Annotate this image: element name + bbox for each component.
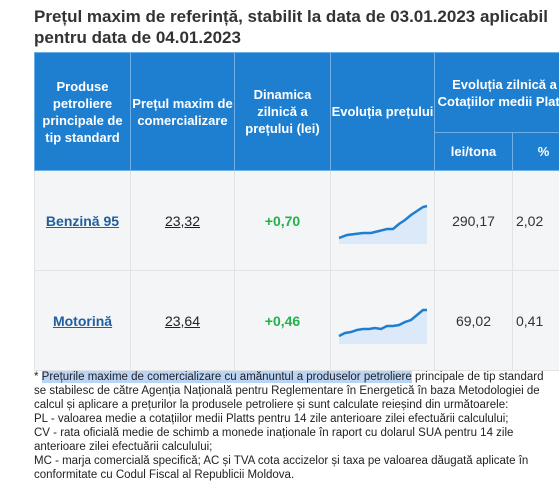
footnote-cv: CV - rata oficială medie de schimb a mon… [34, 427, 514, 453]
platts-lei-tona-value: 69,02 [455, 312, 492, 329]
header-product: Produse petroliere principale de tip sta… [34, 52, 131, 171]
daily-change-value: +0,46 [264, 312, 301, 329]
footnote-pl: PL - valoarea medie a cotațiilor medii P… [34, 413, 509, 425]
table-row: Benzină 95 23,32 +0,70 290,17 2,02 [34, 170, 559, 271]
platts-lei-tona-value: 290,17 [452, 212, 495, 229]
footnote: * Prețurile maxime de comercializare cu … [34, 370, 554, 482]
header-platts: Evoluția zilnică a Cotațiilor medii Plat… [434, 52, 559, 133]
daily-change-value: +0,70 [264, 212, 301, 229]
header-max-price: Prețul maxim de comercializare [130, 52, 235, 171]
product-link-benzina[interactable]: Benzină 95 [45, 212, 120, 229]
header-evolution: Evoluția prețului [330, 52, 435, 171]
platts-percent-value: 2,02 [516, 212, 544, 229]
product-link-motorina[interactable]: Motorină [52, 312, 113, 329]
header-dynamics: Dinamica zilnică a prețului (lei) [234, 52, 331, 171]
page-title: Prețul maxim de referință, stabilit la d… [34, 7, 549, 47]
footnote-highlight: Prețurile maxime de comercializare cu am… [41, 371, 412, 383]
header-percent: % [512, 132, 559, 171]
footnote-mc: MC - marja comercială specifică; AC și T… [34, 455, 529, 481]
table-row: Motorină 23,64 +0,46 69,02 0,41 [34, 270, 559, 371]
price-sparkline-cell [330, 170, 435, 271]
max-price-value[interactable]: 23,32 [164, 212, 201, 229]
line-area-sparkline-icon [338, 204, 427, 244]
footnote-intro: principale de tip standard se stabilesc … [34, 371, 544, 411]
line-area-sparkline-icon [337, 308, 427, 344]
price-sparkline-cell [330, 270, 435, 371]
header-lei-tona: lei/tona [434, 132, 513, 171]
platts-percent-value: 0,41 [516, 312, 544, 329]
max-price-value[interactable]: 23,64 [164, 312, 201, 329]
fuel-price-table: Produse petroliere principale de tip sta… [34, 52, 559, 371]
